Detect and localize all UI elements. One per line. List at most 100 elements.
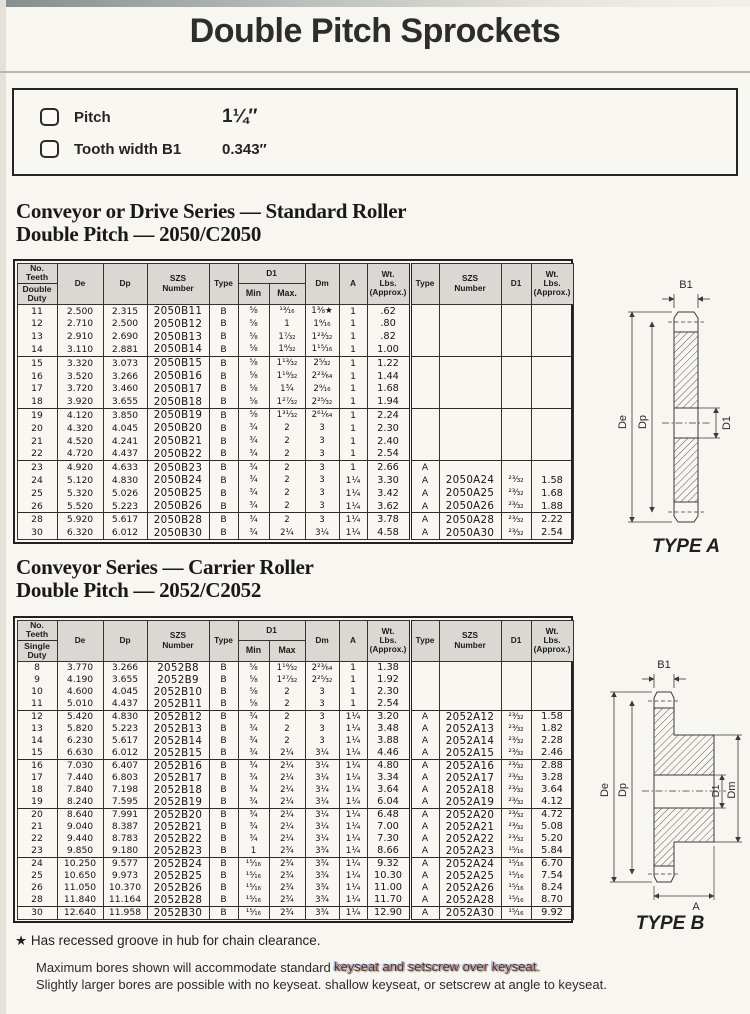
table-cell: 2.22 — [530, 512, 574, 527]
heading-line-2: Double Pitch — 2052/C2052 — [16, 578, 262, 602]
table-cell: 2 — [268, 697, 306, 711]
table-cell: ¾ — [237, 512, 270, 527]
table-cell: 4.58 — [366, 526, 411, 541]
col-header-szs-a: SZS Number — [438, 619, 502, 662]
table-cell: .80 — [366, 317, 411, 331]
col-header-a: A — [338, 619, 368, 662]
table-cell: 3¾ — [304, 893, 340, 907]
table-cell: B — [208, 685, 239, 698]
table-cell: 30 — [16, 526, 58, 541]
table-cell: 2.28 — [530, 734, 574, 747]
table-cell: 1³¹⁄₃₂ — [268, 408, 306, 422]
table-cell: 12 — [16, 709, 58, 723]
table-cell: 2052B14 — [146, 734, 210, 747]
table-cell: 1¼ — [338, 771, 368, 784]
table-cell: 1 — [338, 317, 368, 331]
table-cell: B — [208, 474, 239, 487]
dim-label-dp: Dp — [637, 415, 649, 429]
table-cell: 1 — [338, 460, 368, 475]
table-row: 24 5.120 4.830 2050B24 B ¾ 2 3 1¼ 3.30 A 2050A24 ²³⁄… — [16, 474, 574, 487]
table-cell: A — [408, 905, 440, 920]
table-row: 25 5.320 5.026 2050B25 B ¾ 2 3 1¼ 3.42 A 2050A25 ²³⁄… — [16, 486, 574, 500]
table-cell: ¾ — [237, 709, 270, 723]
pitch-checkbox[interactable] — [40, 108, 59, 126]
table-cell — [438, 434, 502, 448]
table-cell: 7.00 — [366, 820, 411, 833]
table-cell: B — [208, 421, 239, 435]
table-cell: 2052B24 — [146, 856, 210, 870]
table-cell — [438, 660, 502, 674]
table-cell — [408, 434, 440, 448]
table-cell: 1¼ — [338, 758, 368, 772]
table-cell: 2.881 — [102, 343, 148, 357]
table-cell: 9.973 — [102, 869, 148, 882]
table-cell — [408, 447, 440, 461]
table-cell: 2.690 — [102, 330, 148, 344]
table-cell: 3.720 — [56, 382, 104, 396]
col-header-wt: Wt. Lbs. (Approx.) — [366, 619, 411, 662]
table-cell: B — [208, 460, 239, 475]
table-cell: 2 — [268, 460, 306, 475]
table-cell: 2050B23 — [146, 460, 210, 475]
dim-label-dp: Dp — [617, 783, 629, 797]
table-cell: 2050A30 — [438, 526, 502, 541]
table-cell: 3.920 — [56, 395, 104, 409]
table-cell: 1¼ — [338, 820, 368, 833]
table-cell: ²³⁄₃₂ — [500, 499, 532, 513]
table-cell — [438, 343, 502, 357]
table-cell: B — [208, 771, 239, 784]
table-cell: 2.54 — [366, 447, 411, 461]
table-cell — [530, 343, 574, 357]
table-cell: 2052B16 — [146, 758, 210, 772]
dim-label-b1: B1 — [679, 279, 692, 291]
dim-label-b1: B1 — [657, 659, 670, 671]
table-cell: B — [208, 746, 239, 760]
tooth-width-checkbox[interactable] — [40, 140, 59, 158]
table-cell: 7.595 — [102, 795, 148, 809]
table-cell: 1 — [338, 673, 368, 686]
table-cell: 3¼ — [304, 526, 340, 541]
sprocket-table-2050-frame: No. Teeth Double Duty De Dp SZS Number Type D1 Dm A… — [13, 259, 574, 544]
table-cell: 1¼ — [338, 783, 368, 796]
table-cell: 3.850 — [102, 408, 148, 422]
table-cell: B — [208, 317, 239, 331]
table-cell: 2 — [268, 512, 306, 527]
table-cell: B — [208, 660, 239, 674]
table-cell: 5.420 — [56, 709, 104, 723]
table-row: 9 4.190 3.655 2052B9 B ⅝ 1²⁷⁄₃₂ 2²⁵⁄₃₂ 1 1.92 — [16, 673, 574, 686]
col-header-dp: Dp — [102, 619, 148, 662]
table-cell: 1¼ — [338, 486, 368, 500]
table-cell: ¹⁵⁄₁₆ — [500, 893, 532, 907]
table-row: 20 8.640 7.991 2052B20 B ¾ 2¼ 3¼ 1¼ 6.48 A 2052A20 ²… — [16, 807, 574, 821]
table-cell: 1¼ — [338, 832, 368, 845]
table-cell: B — [208, 869, 239, 882]
table-cell: 5.223 — [102, 499, 148, 513]
table-cell: B — [208, 330, 239, 344]
table-cell: 1¼ — [338, 844, 368, 858]
col-header-type: Type — [208, 262, 239, 305]
table-cell: B — [208, 369, 239, 383]
table-cell: ²³⁄₃₂ — [500, 474, 532, 487]
table-cell — [500, 317, 532, 331]
table-cell: 26 — [16, 499, 58, 513]
table-row: 30 12.640 11.958 2052B30 B ¹⁵⁄₁₆ 2¾ 3¾ 1¼ 12.90 A 2… — [16, 905, 574, 920]
table-cell: 3¾ — [304, 856, 340, 870]
table-cell: 7.840 — [56, 783, 104, 796]
table-row: 18 3.920 3.655 2050B18 B ⅝ 1²⁷⁄₃₂ 2²⁵⁄₃₂ 1 1.94 — [16, 395, 574, 409]
table-cell: 1¼ — [338, 905, 368, 920]
table-cell: 1⁷⁄₃₂ — [268, 330, 306, 344]
table-cell: 3.655 — [102, 395, 148, 409]
table-cell: 24 — [16, 856, 58, 870]
table-cell: ²³⁄₃₂ — [500, 709, 532, 723]
table-cell: 2.54 — [530, 526, 574, 541]
type-b-label: TYPE B — [636, 913, 705, 932]
table-cell: B — [208, 844, 239, 858]
table-cell: .82 — [366, 330, 411, 344]
col-header-teeth: No. Teeth Single Duty — [16, 619, 58, 662]
table-cell: 2¼ — [268, 832, 306, 845]
table-cell: 2050B14 — [146, 343, 210, 357]
col-header-d1-a: D1 — [500, 262, 532, 305]
table-cell: 1¼ — [338, 722, 368, 735]
table-cell: 2 — [268, 499, 306, 513]
